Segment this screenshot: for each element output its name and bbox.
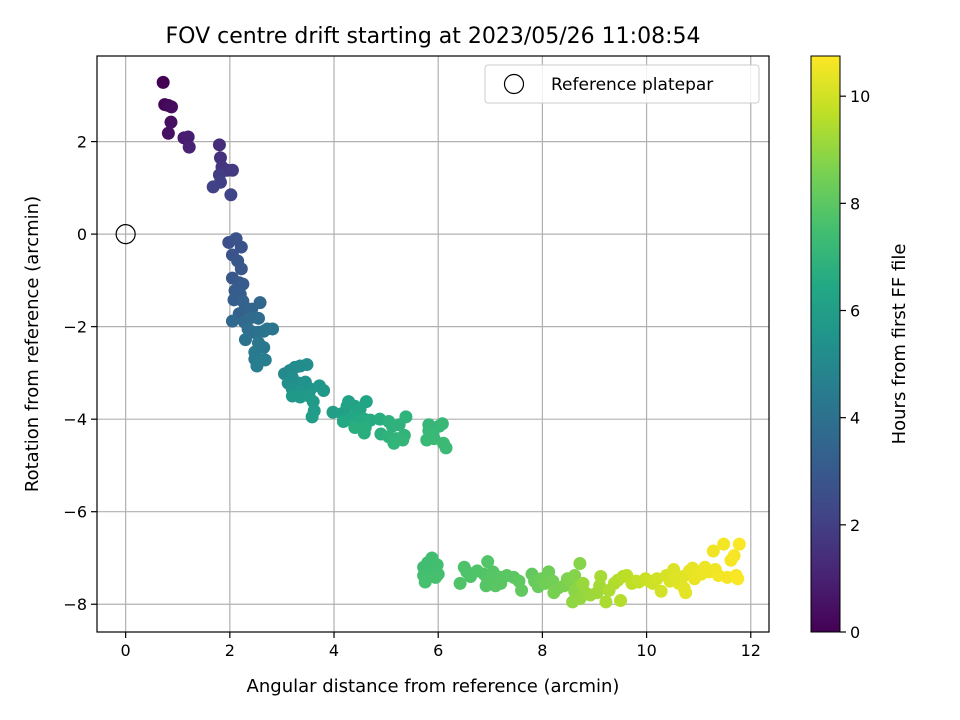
data-point bbox=[359, 395, 373, 409]
data-point bbox=[479, 579, 493, 593]
data-point bbox=[706, 544, 720, 558]
data-point bbox=[348, 421, 362, 435]
data-point bbox=[305, 410, 319, 424]
legend-label: Reference platepar bbox=[551, 75, 713, 95]
colorbar-tick-label: 4 bbox=[850, 409, 860, 428]
legend: Reference platepar bbox=[484, 64, 760, 104]
colorbar-tick-label: 6 bbox=[850, 302, 860, 321]
x-tick-label: 12 bbox=[741, 641, 761, 660]
data-point bbox=[576, 576, 590, 590]
y-tick-label: −8 bbox=[63, 595, 87, 614]
data-point bbox=[731, 572, 745, 586]
data-point bbox=[266, 322, 280, 336]
colorbar-tick-label: 8 bbox=[850, 194, 860, 213]
data-point bbox=[599, 595, 613, 609]
data-point bbox=[234, 262, 248, 276]
legend-box bbox=[484, 64, 760, 104]
x-tick-label: 2 bbox=[225, 641, 235, 660]
data-point bbox=[336, 414, 350, 428]
data-point bbox=[732, 537, 746, 551]
x-tick-label: 6 bbox=[433, 641, 443, 660]
x-tick-label: 0 bbox=[121, 641, 131, 660]
x-tick-label: 4 bbox=[329, 641, 339, 660]
colorbar-ticks: 0 2 4 6 8 10 bbox=[840, 87, 870, 642]
colorbar-tick-label: 2 bbox=[850, 516, 860, 535]
data-point bbox=[212, 138, 226, 152]
data-point bbox=[253, 296, 267, 310]
chart-title: FOV centre drift starting at 2023/05/26 … bbox=[166, 24, 701, 49]
y-axis-label: Rotation from reference (arcmin) bbox=[22, 196, 43, 492]
data-point bbox=[225, 163, 239, 177]
y-tick-label: 2 bbox=[77, 133, 87, 152]
data-point bbox=[300, 358, 314, 372]
x-tick-label: 10 bbox=[636, 641, 656, 660]
data-point bbox=[439, 441, 453, 455]
grid-lines bbox=[97, 56, 769, 632]
legend-marker-icon bbox=[503, 73, 525, 95]
data-point bbox=[453, 576, 467, 590]
colorbar-label: Hours from first FF file bbox=[889, 244, 910, 445]
data-point bbox=[181, 130, 195, 144]
y-tick-label: 0 bbox=[77, 225, 87, 244]
y-tick-label: −6 bbox=[63, 503, 87, 522]
data-point bbox=[654, 584, 668, 598]
colorbar-gradient bbox=[810, 55, 841, 633]
data-point bbox=[164, 100, 178, 114]
data-point bbox=[594, 569, 608, 583]
data-point bbox=[225, 314, 239, 328]
data-point bbox=[161, 126, 175, 140]
colorbar: 0 2 4 6 8 10 Hours from first FF file bbox=[810, 55, 910, 642]
axis-ticks: 0 2 4 6 8 10 12 −8 −6 −4 −2 0 2 bbox=[63, 133, 761, 660]
data-points bbox=[156, 75, 746, 609]
reference-platepar-marker bbox=[115, 224, 136, 245]
x-tick-label: 8 bbox=[537, 641, 547, 660]
data-point bbox=[234, 240, 248, 254]
data-point bbox=[164, 115, 178, 129]
data-point bbox=[224, 188, 238, 202]
data-point bbox=[156, 75, 170, 89]
data-point bbox=[481, 555, 495, 569]
data-point bbox=[547, 586, 561, 600]
data-point bbox=[251, 311, 265, 325]
data-point bbox=[250, 359, 264, 373]
data-point bbox=[717, 537, 731, 551]
reference-marker bbox=[115, 224, 136, 245]
x-axis-label: Angular distance from reference (arcmin) bbox=[247, 676, 620, 697]
data-point bbox=[515, 583, 529, 597]
data-point bbox=[399, 410, 413, 424]
data-point bbox=[727, 549, 741, 563]
data-point bbox=[429, 570, 443, 584]
data-point bbox=[614, 594, 628, 608]
data-point bbox=[573, 557, 587, 571]
data-point bbox=[418, 575, 432, 589]
plot-frame bbox=[96, 55, 770, 633]
data-point bbox=[182, 140, 196, 154]
data-point bbox=[206, 180, 220, 194]
data-point bbox=[435, 417, 449, 431]
data-point bbox=[568, 569, 582, 583]
colorbar-tick-label: 10 bbox=[850, 87, 870, 106]
data-point bbox=[396, 433, 410, 447]
data-point bbox=[679, 586, 693, 600]
y-tick-label: −4 bbox=[63, 410, 87, 429]
data-point bbox=[317, 383, 331, 397]
y-tick-label: −2 bbox=[63, 318, 87, 337]
colorbar-tick-label: 0 bbox=[850, 623, 860, 642]
data-point bbox=[238, 333, 252, 347]
data-point bbox=[357, 426, 371, 440]
